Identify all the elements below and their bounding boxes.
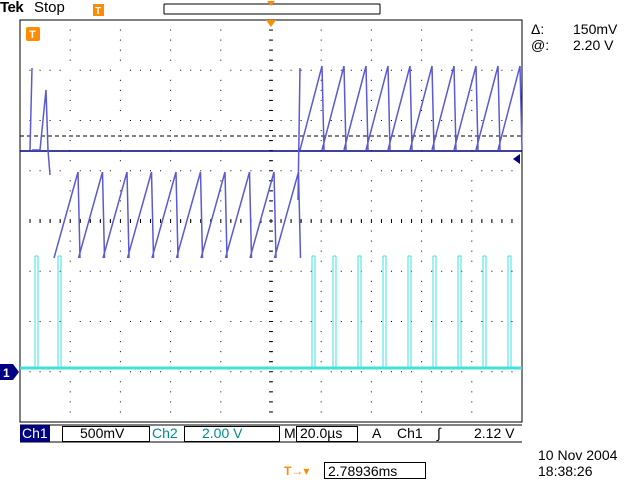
trigger-position-value: 2.78936ms xyxy=(328,463,398,479)
time-label: 18:38:26 xyxy=(538,463,593,479)
trigger-position-box xyxy=(324,462,426,479)
record-trigger-marker xyxy=(267,1,275,6)
timebase-box xyxy=(296,426,358,442)
at-value: 2.20 V xyxy=(573,37,614,53)
ch1-trace xyxy=(29,65,523,259)
at-symbol: @: xyxy=(531,37,550,53)
trigger-mode: A xyxy=(372,425,382,441)
date-label: 10 Nov 2004 xyxy=(538,447,618,463)
ch1-ground-marker: 1 xyxy=(0,364,19,380)
ch2-scale: 2.00 V xyxy=(202,425,243,441)
record-view-bar xyxy=(163,1,381,15)
ch1-scale-box xyxy=(62,426,150,442)
ch1-label: Ch1 xyxy=(20,425,50,442)
delta-value: 150mV xyxy=(573,21,618,37)
delta-symbol: Δ: xyxy=(531,21,545,37)
ch2-label: Ch2 xyxy=(152,425,178,441)
ch2-trace xyxy=(20,255,522,370)
trigger-position-icon: T→▾ xyxy=(284,464,310,478)
ch1-scale: 500mV xyxy=(80,425,125,441)
header-trigger-icon: T xyxy=(93,4,104,17)
trigger-marker: T xyxy=(26,27,40,41)
trigger-slope-icon: ∫ xyxy=(437,425,441,441)
brand-label: Tek xyxy=(0,0,24,16)
ch1-ground-marker-label: 1 xyxy=(3,366,10,380)
timebase-prefix: M xyxy=(284,425,296,441)
trigger-source: Ch1 xyxy=(397,425,423,441)
timebase-value: 20.0µs xyxy=(300,425,343,441)
acquisition-state: Stop xyxy=(34,0,65,16)
trigger-marker-letter: T xyxy=(29,29,36,41)
trigger-position-marker xyxy=(266,20,276,27)
ch2-scale-box xyxy=(184,426,280,442)
trigger-level: 2.12 V xyxy=(474,425,515,441)
trigger-level-arrow xyxy=(513,154,520,164)
header-trigger-icon-letter: T xyxy=(95,6,101,17)
graticule-grid xyxy=(19,19,523,423)
